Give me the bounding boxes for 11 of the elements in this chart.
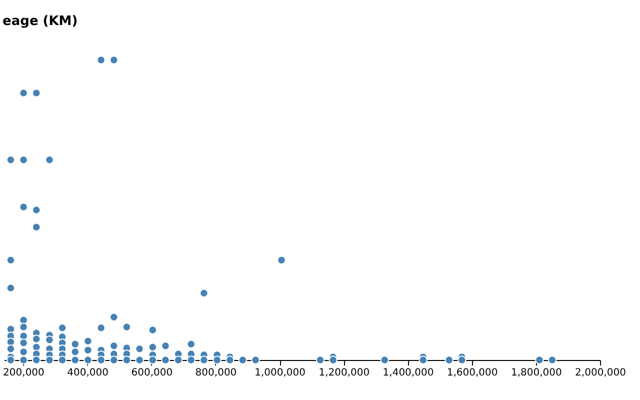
x-tick-label: 600,000 — [131, 368, 173, 378]
x-tick-label: 1,200,000 — [318, 368, 370, 378]
x-tick-label: 400,000 — [67, 368, 108, 378]
x-tick-label: 2,000,000 — [575, 368, 626, 378]
x-tick-label: 1,600,000 — [446, 368, 498, 378]
x-tick-label: 1,000,000 — [254, 368, 306, 378]
chart-title: eage (KM) — [2, 14, 78, 30]
x-tick-label: 200,000 — [3, 368, 44, 378]
x-tick-label: 1,800,000 — [510, 368, 562, 378]
x-tick-label: 1,400,000 — [382, 368, 434, 378]
x-tick-label: 800,000 — [195, 368, 237, 378]
